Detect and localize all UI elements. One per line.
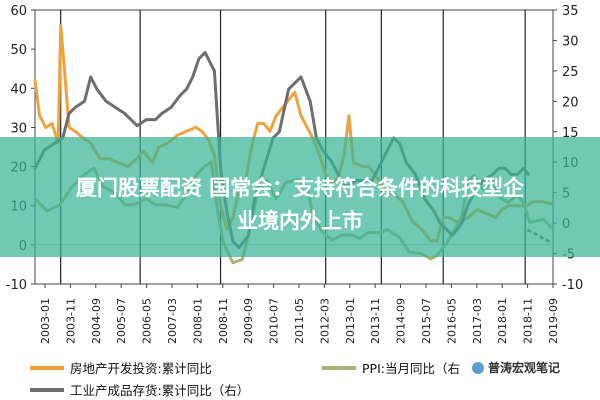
x-tick-label: 2010-07 <box>268 298 281 344</box>
x-tick-label: 2013-11 <box>369 298 382 344</box>
legend-swatch-orange <box>30 365 64 370</box>
x-tick-label: 2008-01 <box>191 298 204 344</box>
y-left-tick-label: 30 <box>10 121 27 136</box>
y-left-tick-label: 60 <box>10 4 27 19</box>
x-tick-label: 2012-03 <box>318 298 331 344</box>
x-tick-label: 2006-05 <box>141 298 154 344</box>
x-tick-label: 2011-05 <box>293 298 306 344</box>
x-tick-label: 2009-09 <box>242 298 255 344</box>
y-right-tick-label: 35 <box>562 4 579 19</box>
x-tick-label: 2018-11 <box>522 298 535 344</box>
legend-item-inventory: 工业产成品存货:累计同比（右） <box>30 380 249 399</box>
x-tick-label: 2008-11 <box>217 298 230 344</box>
x-tick-label: 2003-11 <box>64 298 77 344</box>
x-tick-label: 2015-07 <box>420 298 433 344</box>
x-tick-label: 2016-05 <box>445 298 458 344</box>
legend-label-ppi: PPI:当月同比（右 <box>362 361 460 376</box>
watermark-text: 普涛宏观笔记 <box>488 361 561 375</box>
x-tick-label: 2005-07 <box>115 298 128 344</box>
legend-item-real-estate: 房地产开发投资:累计同比 <box>30 358 212 377</box>
headline-line-2: 业境内外上市 <box>237 209 363 233</box>
x-tick-label: 2004-09 <box>90 298 103 344</box>
legend-swatch-olive <box>322 365 356 370</box>
y-left-tick-label: -10 <box>6 278 27 293</box>
legend-label-inventory: 工业产成品存货:累计同比（右） <box>70 383 250 398</box>
y-right-tick-label: 25 <box>562 65 579 80</box>
watermark-logo-icon <box>472 361 484 374</box>
y-left-tick-label: 40 <box>10 82 27 97</box>
y-right-tick-label: 30 <box>562 34 579 49</box>
x-tick-label: 2013-01 <box>344 298 357 344</box>
chart-legend: 房地产开发投资:累计同比 PPI:当月同比（右 工业产成品存货:累计同比（右） <box>0 350 600 400</box>
x-tick-label: 2007-03 <box>166 298 179 344</box>
legend-item-ppi: PPI:当月同比（右 <box>322 358 460 377</box>
headline-banner <box>0 137 600 257</box>
y-right-tick-label: -10 <box>562 278 583 293</box>
legend-swatch-gray <box>30 387 64 392</box>
x-tick-label: 2018-01 <box>496 298 509 344</box>
x-tick-label: 2017-03 <box>471 298 484 344</box>
watermark: 普涛宏观笔记 <box>472 359 560 376</box>
headline-line-1: 厦门股票配资 国常会：支持符合条件的科技型企 <box>75 176 525 200</box>
y-right-tick-label: 20 <box>562 95 579 110</box>
x-tick-label: 2014-09 <box>395 298 408 344</box>
legend-label-real-estate: 房地产开发投资:累计同比 <box>70 361 212 376</box>
y-left-tick-label: 50 <box>10 43 27 58</box>
x-tick-label: 2003-01 <box>39 298 52 344</box>
x-tick-label: 2019-09 <box>547 298 560 344</box>
